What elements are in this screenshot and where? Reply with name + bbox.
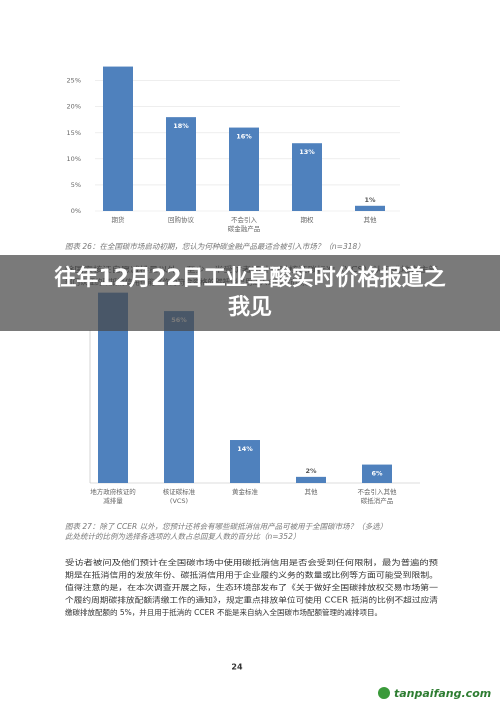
paragraph-line: 缴碳排放配额的 5%，并且用于抵消的 CCER 不能是来自纳入全国碳市场配额管理… <box>65 607 382 617</box>
bar <box>166 117 196 211</box>
data-label: 13% <box>299 148 315 156</box>
bar <box>296 476 326 483</box>
paragraph-line: 值得注意的是，在本次调查开展之际，生态环境部发布了《关于做好全国碳排放权交易市场… <box>65 582 439 592</box>
bar <box>292 143 322 211</box>
caption: 此处统计的比例为选择各选项的人数占总回复人数的百分比（n=352） <box>65 532 300 541</box>
watermark: tanpaifang.com <box>394 687 491 700</box>
x-tick-label: 黄金标准 <box>232 487 259 496</box>
data-label: 18% <box>173 122 189 130</box>
caption: 图表 26：在全国碳市场启动初期，您认为何种碳金融产品最适合被引入市场？（n=3… <box>65 242 365 251</box>
x-tick-label: 其他 <box>364 215 378 224</box>
x-tick-label: 其他 <box>305 487 319 496</box>
y-tick-label: 15% <box>67 129 81 137</box>
chart-1: 0% 5% 10% 15% 20% 25% 期货 回购协议 18% 不会引入碳金融产品 16% 期权 1… <box>67 66 400 233</box>
paragraph-line: 期是在抵消信用的发放年份、碳抵消信用用于企业履约义务的数量或比例等方面可能受到限… <box>65 570 438 580</box>
bar <box>355 205 385 211</box>
banner: 往年12月22日工业草酸实时价格报道之我见 <box>0 255 500 331</box>
bar <box>362 464 392 483</box>
bar <box>230 440 260 483</box>
chart-2: 地方政府核证的减排量核证碳标准(VCS)56%黄金标准14%其他2%不会引入其他… <box>89 292 420 505</box>
bar <box>164 311 194 483</box>
data-label: 1% <box>364 196 376 204</box>
x-tick-label: 地方政府核证的减排量 <box>90 487 136 505</box>
x-tick-label: 期权 <box>301 215 315 224</box>
y-tick-label: 25% <box>67 77 81 85</box>
data-label: 2% <box>305 467 317 475</box>
x-tick-label: 回购协议 <box>168 215 195 224</box>
y-tick-label: 10% <box>67 155 81 163</box>
watermark-icon <box>378 687 390 699</box>
page-number: 24 <box>231 663 243 672</box>
bar <box>229 127 259 211</box>
y-tick-label: 0% <box>71 207 81 215</box>
bar <box>103 66 133 211</box>
caption: 图表 27：除了 CCER 以外，您预计还将会有哪些碳抵消信用产品可被用于全国碳… <box>65 522 387 531</box>
y-tick-label: 5% <box>71 181 81 189</box>
data-label: 14% <box>237 445 253 453</box>
paragraph-line: 受访者被问及他们预计在全国碳市场中使用碳抵消信用是否会受到任何限制，最为普遍的预 <box>65 557 439 567</box>
data-label: 6% <box>371 470 383 478</box>
banner-title: 往年12月22日工业草酸实时价格报道之我见 <box>54 266 446 320</box>
y-tick-label: 20% <box>67 103 81 111</box>
x-tick-label: 不会引入其他碳抵消产品 <box>358 487 398 505</box>
x-tick-label: 核证碳标准(VCS) <box>163 487 196 505</box>
x-tick-label: 不会引入碳金融产品 <box>228 215 261 233</box>
data-label: 16% <box>236 133 252 141</box>
paragraph-line: 个履约周期碳排放配额清缴工作的通知》，规定重点排放单位可使用 CCER 抵消的比… <box>65 595 439 605</box>
x-tick-label: 期货 <box>112 215 126 224</box>
